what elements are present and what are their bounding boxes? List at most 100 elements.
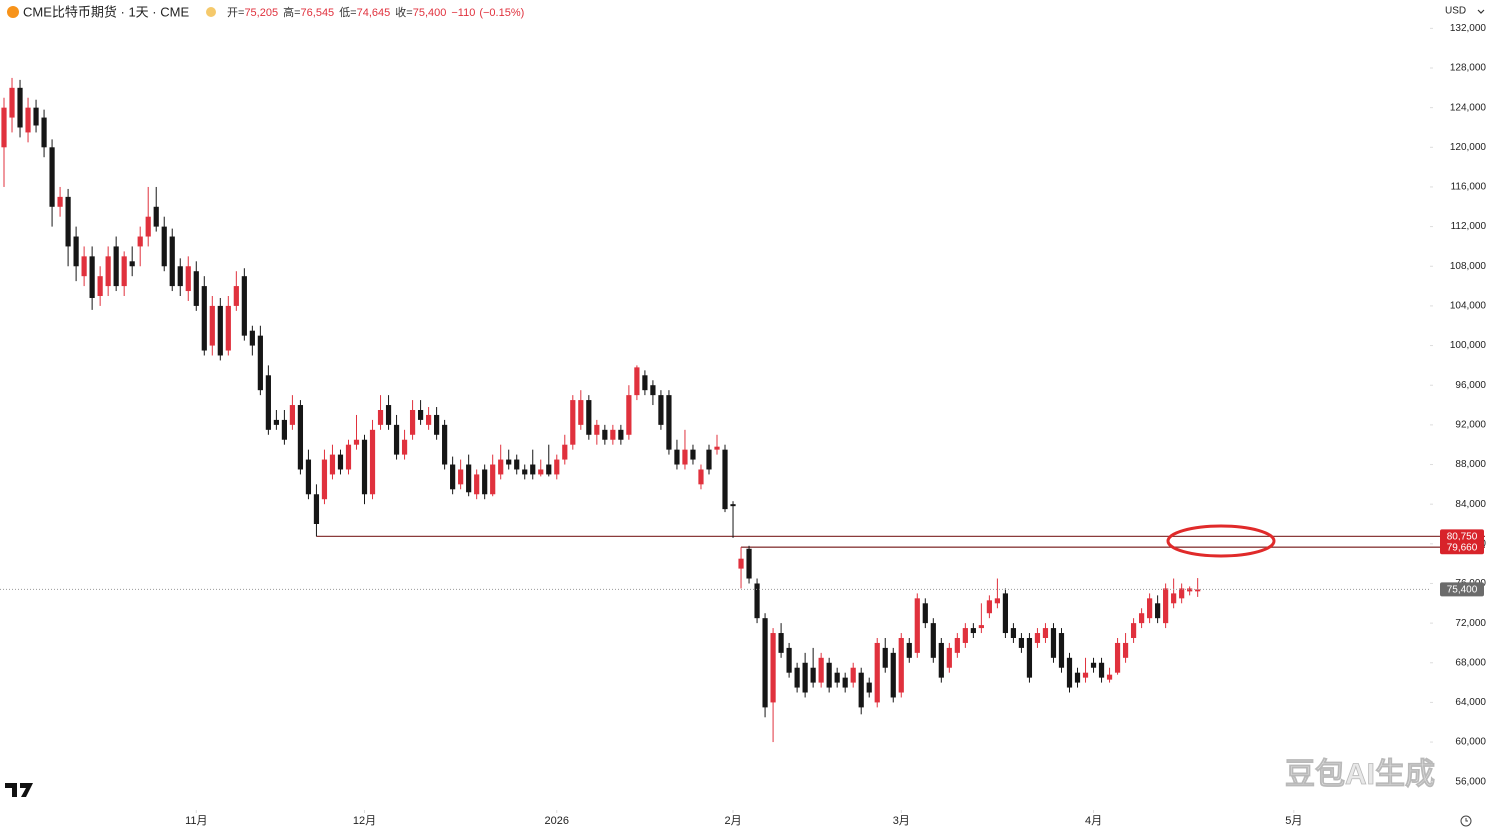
candle-body — [425, 414, 432, 425]
candle-body — [1114, 642, 1121, 673]
candle-body — [401, 439, 408, 455]
ohlc-legend: 开=75,205 高=76,545 低=74,645 收=75,400 −110 (−0.… — [227, 5, 524, 19]
x-tick-label: 12月 — [353, 815, 376, 827]
candle-body — [930, 623, 936, 658]
candle-body — [1074, 672, 1081, 683]
candle-body — [658, 395, 664, 425]
candle-body — [834, 672, 840, 683]
candle-body — [498, 459, 504, 475]
candle-body — [946, 647, 952, 668]
y-tick-label: 64,000 — [1455, 697, 1486, 708]
price-tag — [1440, 582, 1484, 597]
candle-body — [698, 469, 704, 485]
candle-body — [970, 628, 976, 634]
candle-body — [9, 87, 15, 118]
currency-chevron[interactable] — [1477, 9, 1485, 14]
y-tick-label: 128,000 — [1450, 63, 1487, 74]
candle-body — [1106, 674, 1113, 680]
candle-body — [938, 642, 944, 678]
y-tick-label: 100,000 — [1450, 340, 1487, 351]
candle-body — [554, 459, 560, 475]
candle-body — [1171, 593, 1177, 604]
plot-area — [0, 77, 1485, 743]
time-icon[interactable] — [1460, 815, 1472, 827]
candle-body — [906, 642, 912, 658]
candle-body — [57, 196, 63, 207]
candle-body — [1147, 598, 1153, 619]
candle-body — [850, 667, 856, 683]
candle-body — [1, 107, 7, 148]
candle-body — [922, 603, 928, 624]
candle-body — [161, 226, 167, 267]
candle-body — [1163, 588, 1169, 624]
candle-body — [241, 276, 247, 336]
chart-title: CME比特币期货 · 1天 · CME — [23, 4, 189, 19]
candle-body — [890, 652, 896, 698]
candle-body — [642, 375, 648, 391]
candle-body — [113, 246, 119, 287]
candle-body — [674, 449, 680, 465]
legend-label: 开= — [227, 7, 244, 19]
candle-body — [1050, 628, 1057, 658]
candle-body — [1138, 613, 1145, 624]
candle-body — [626, 395, 632, 435]
x-tick-label: 2026 — [545, 815, 569, 827]
legend-value: 75,205 — [244, 7, 278, 19]
candle-body — [994, 598, 1000, 604]
candle-body — [690, 449, 696, 460]
x-tick-label: 3月 — [893, 815, 910, 827]
legend-label: 低= — [339, 6, 356, 19]
candle-body — [1042, 628, 1049, 638]
currency[interactable]: USD — [1445, 6, 1466, 17]
tradingview-logo[interactable] — [5, 783, 33, 797]
legend-value: 74,645 — [357, 7, 391, 19]
candle-body — [482, 469, 488, 495]
candle-body — [962, 628, 968, 643]
candle-body — [137, 236, 143, 247]
legend-value: 76,545 — [301, 7, 335, 19]
price-tag — [1440, 540, 1484, 555]
candle-body — [105, 256, 111, 287]
candle-body — [770, 633, 776, 703]
candle-body — [1034, 633, 1041, 643]
price-tag-label: 75,400 — [1447, 585, 1478, 596]
candle-body — [1066, 657, 1073, 688]
candle-body — [17, 87, 23, 128]
y-tick-label: 116,000 — [1451, 182, 1487, 193]
candle-body — [1058, 633, 1065, 668]
candle-body — [1090, 662, 1097, 668]
candle-body — [842, 677, 848, 688]
candle-body — [1018, 637, 1025, 648]
candle-body — [273, 419, 279, 425]
y-tick-label: 56,000 — [1455, 776, 1486, 787]
candle-body — [802, 662, 808, 693]
candle-body — [530, 464, 536, 475]
candle-body — [265, 375, 271, 430]
legend-label: 高= — [283, 5, 300, 19]
candle-body — [786, 647, 792, 673]
candle-body — [738, 558, 744, 569]
candle-body — [169, 236, 175, 287]
candle-body — [586, 400, 592, 435]
candle-body — [706, 449, 712, 470]
y-tick-label: 108,000 — [1450, 261, 1487, 272]
candle-body — [538, 469, 544, 475]
candle-body — [1195, 589, 1201, 592]
candle-body — [954, 637, 960, 653]
candle-body — [41, 117, 47, 148]
candle-body — [305, 459, 312, 495]
candle-body — [442, 424, 448, 465]
price-tag-label: 80,750 — [1447, 532, 1478, 543]
candle-body — [193, 271, 199, 306]
candle-body — [754, 583, 760, 619]
candle-body — [1082, 672, 1089, 678]
candle-body — [89, 256, 95, 298]
y-tick-label: 96,000 — [1455, 380, 1486, 391]
candle-body — [650, 385, 656, 396]
candle-body — [33, 107, 39, 126]
candle-body — [618, 429, 624, 440]
candle-body — [546, 464, 552, 475]
candle-body — [185, 266, 191, 292]
